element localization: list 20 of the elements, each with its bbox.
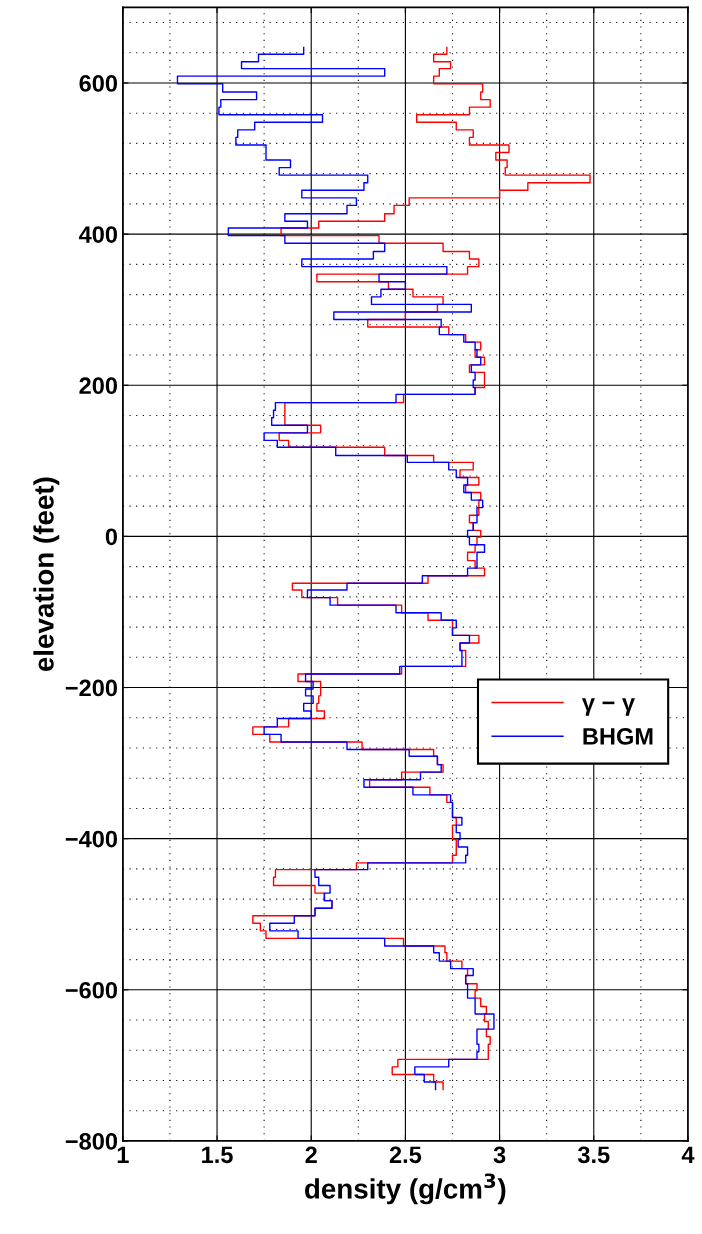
y-tick-label: −800 [65,1133,118,1150]
y-tick-label: 600 [79,75,118,92]
x-tick-label: 4 [681,1146,695,1163]
x-tick-label: 1 [117,1146,129,1163]
y-tick-label: −600 [65,981,118,999]
y-tick-label: 200 [79,377,118,395]
y-axis-title: elevation (feet) [33,477,60,672]
x-axis-title: density (g/cm$^{3}$) [305,1173,506,1205]
legend-label: BHGM [583,728,653,745]
y-tick-label: −400 [65,830,118,848]
y-tick-label: 0 [105,528,118,546]
x-tick-label: 2.5 [389,1146,422,1164]
legend-label: γ − γ [581,698,635,716]
x-tick-label: 1.5 [202,1146,233,1164]
line-series [176,46,495,1091]
x-tick-label: 2 [305,1146,317,1163]
y-tick-label: −200 [65,679,118,697]
y-tick-label: 400 [78,226,118,243]
x-tick-label: 3.5 [577,1146,610,1164]
x-tick-label: 3 [493,1146,506,1164]
